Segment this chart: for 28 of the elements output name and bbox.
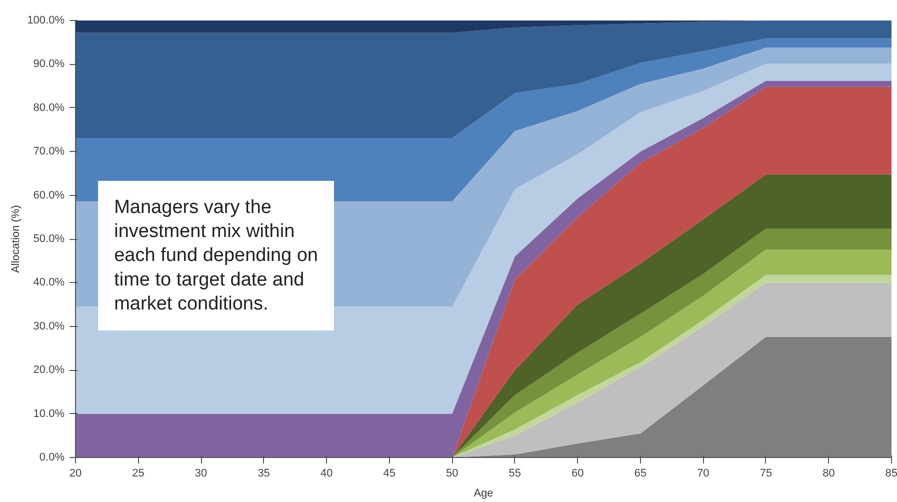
y-tick-label: 70.0% xyxy=(33,146,65,158)
y-tick-label: 20.0% xyxy=(33,364,65,376)
x-tick-label: 60 xyxy=(572,468,584,480)
y-tick-label: 80.0% xyxy=(33,102,65,114)
y-tick-label: 10.0% xyxy=(33,408,65,420)
x-tick-label: 45 xyxy=(383,468,396,480)
y-tick-label: 60.0% xyxy=(33,189,65,202)
x-tick-label: 50 xyxy=(446,468,458,480)
x-tick-label: 40 xyxy=(320,468,333,480)
x-tick-label: 85 xyxy=(885,468,897,480)
y-tick-label: 100.0% xyxy=(27,14,65,26)
y-tick-label: 90.0% xyxy=(33,58,65,70)
x-tick-label: 35 xyxy=(258,468,270,480)
x-tick-label: 20 xyxy=(69,468,82,480)
x-tick-label: 80 xyxy=(822,468,835,480)
x-tick-label: 55 xyxy=(508,468,522,480)
y-tick-label: 50.0% xyxy=(33,233,65,245)
x-tick-label: 65 xyxy=(634,468,647,480)
y-axis-title: Allocation (%) xyxy=(10,205,22,273)
annotation: Managers vary the investment mix within each fund depending on time to target date and market conditions. xyxy=(114,196,318,314)
y-tick-label: 40.0% xyxy=(33,276,65,289)
x-tick-label: 30 xyxy=(194,468,208,480)
y-tick-label: 0.0% xyxy=(39,452,65,464)
x-axis-title: Age xyxy=(474,488,494,500)
x-tick-label: 70 xyxy=(697,468,710,480)
x-tick-label: 75 xyxy=(760,468,772,480)
y-tick-label: 30.0% xyxy=(33,320,65,332)
x-tick-label: 25 xyxy=(132,468,144,480)
